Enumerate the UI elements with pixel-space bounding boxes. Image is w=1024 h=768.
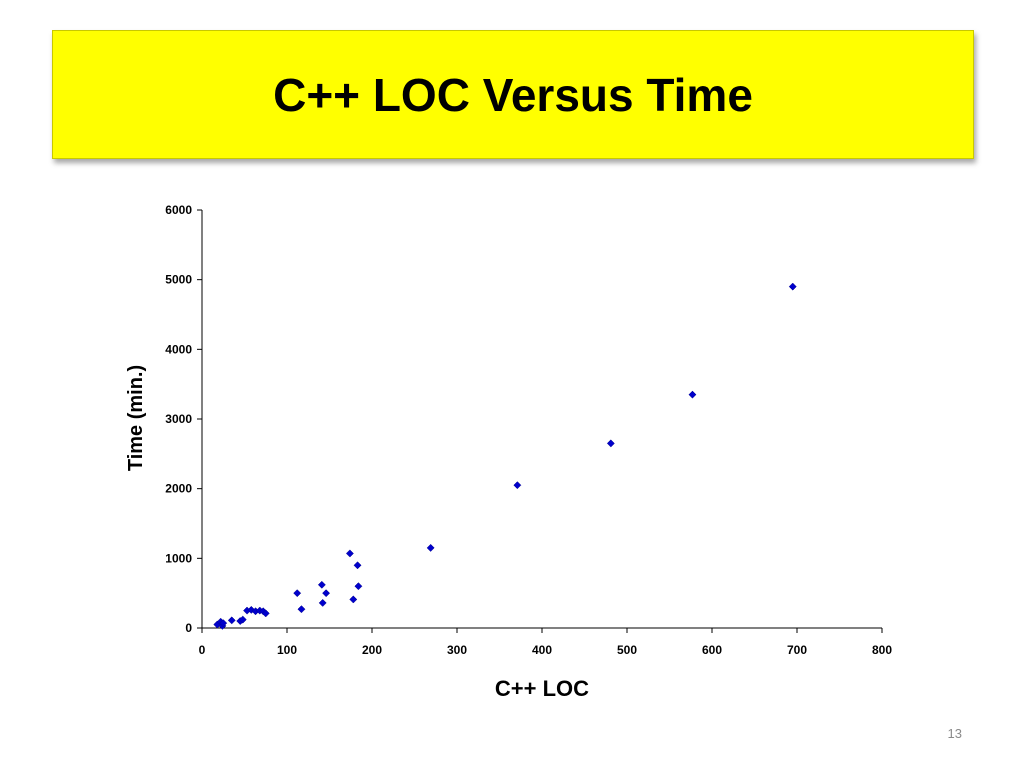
title-banner: C++ LOC Versus Time — [52, 30, 974, 159]
data-point — [261, 609, 270, 618]
data-point — [349, 595, 358, 604]
y-tick-label: 3000 — [165, 412, 192, 426]
chart-axes: 0 1000 2000 3000 4000 5000 6000 0 100 200 300 400 50… — [165, 203, 892, 657]
x-tick-label: 200 — [362, 643, 382, 657]
x-tick-label: 300 — [447, 643, 467, 657]
y-tick-label: 2000 — [165, 482, 192, 496]
data-point — [317, 580, 326, 589]
data-point — [293, 589, 302, 598]
data-point — [354, 582, 363, 591]
y-axis-label: Time (min.) — [125, 365, 147, 471]
data-point — [426, 543, 435, 552]
data-point — [238, 615, 247, 624]
x-tick-label: 800 — [872, 643, 892, 657]
data-point — [318, 598, 327, 607]
x-tick-label: 600 — [702, 643, 722, 657]
data-point — [353, 561, 362, 570]
x-tick-label: 400 — [532, 643, 552, 657]
x-axis-label: C++ LOC — [495, 676, 589, 701]
data-point — [788, 282, 797, 291]
x-tick-label: 0 — [199, 643, 206, 657]
data-point — [345, 549, 354, 558]
data-point — [688, 390, 697, 399]
data-point — [297, 605, 306, 614]
slide-number: 13 — [947, 726, 962, 741]
x-tick-label: 100 — [277, 643, 297, 657]
data-point — [322, 589, 331, 598]
data-point — [513, 481, 522, 490]
y-tick-label: 0 — [185, 621, 192, 635]
data-point — [219, 619, 228, 628]
y-tick-label: 5000 — [165, 273, 192, 287]
x-tick-label: 500 — [617, 643, 637, 657]
data-point — [247, 605, 256, 614]
y-tick-label: 6000 — [165, 203, 192, 217]
slide-title: C++ LOC Versus Time — [273, 68, 753, 121]
data-point — [606, 439, 615, 448]
chart-points — [213, 282, 797, 630]
y-tick-label: 1000 — [165, 551, 192, 565]
data-point — [227, 616, 236, 625]
x-tick-label: 700 — [787, 643, 807, 657]
y-tick-label: 4000 — [165, 342, 192, 356]
